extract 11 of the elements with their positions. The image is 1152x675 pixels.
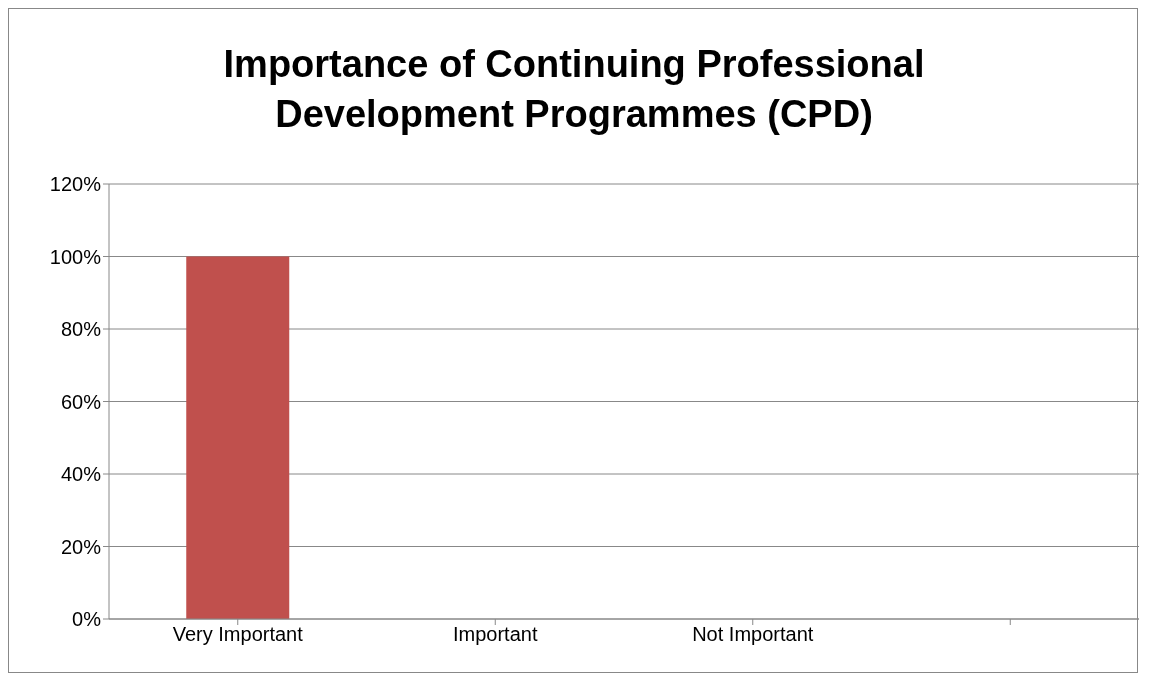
y-tick-label: 120% xyxy=(49,173,102,196)
y-tick-label: 80% xyxy=(60,318,102,341)
y-tick-label: 40% xyxy=(60,463,102,486)
x-tick-label: Important xyxy=(453,623,538,646)
x-tick-label: Not Important xyxy=(692,623,814,646)
y-tick-label: 60% xyxy=(60,390,102,413)
y-tick-label: 100% xyxy=(49,245,102,268)
chart-title: Importance of Continuing Professional Development Programmes (CPD) xyxy=(222,42,926,137)
y-tick-label: 0% xyxy=(72,608,102,631)
y-tick-label: 20% xyxy=(60,535,102,558)
x-tick-label: Very Important xyxy=(172,623,304,646)
